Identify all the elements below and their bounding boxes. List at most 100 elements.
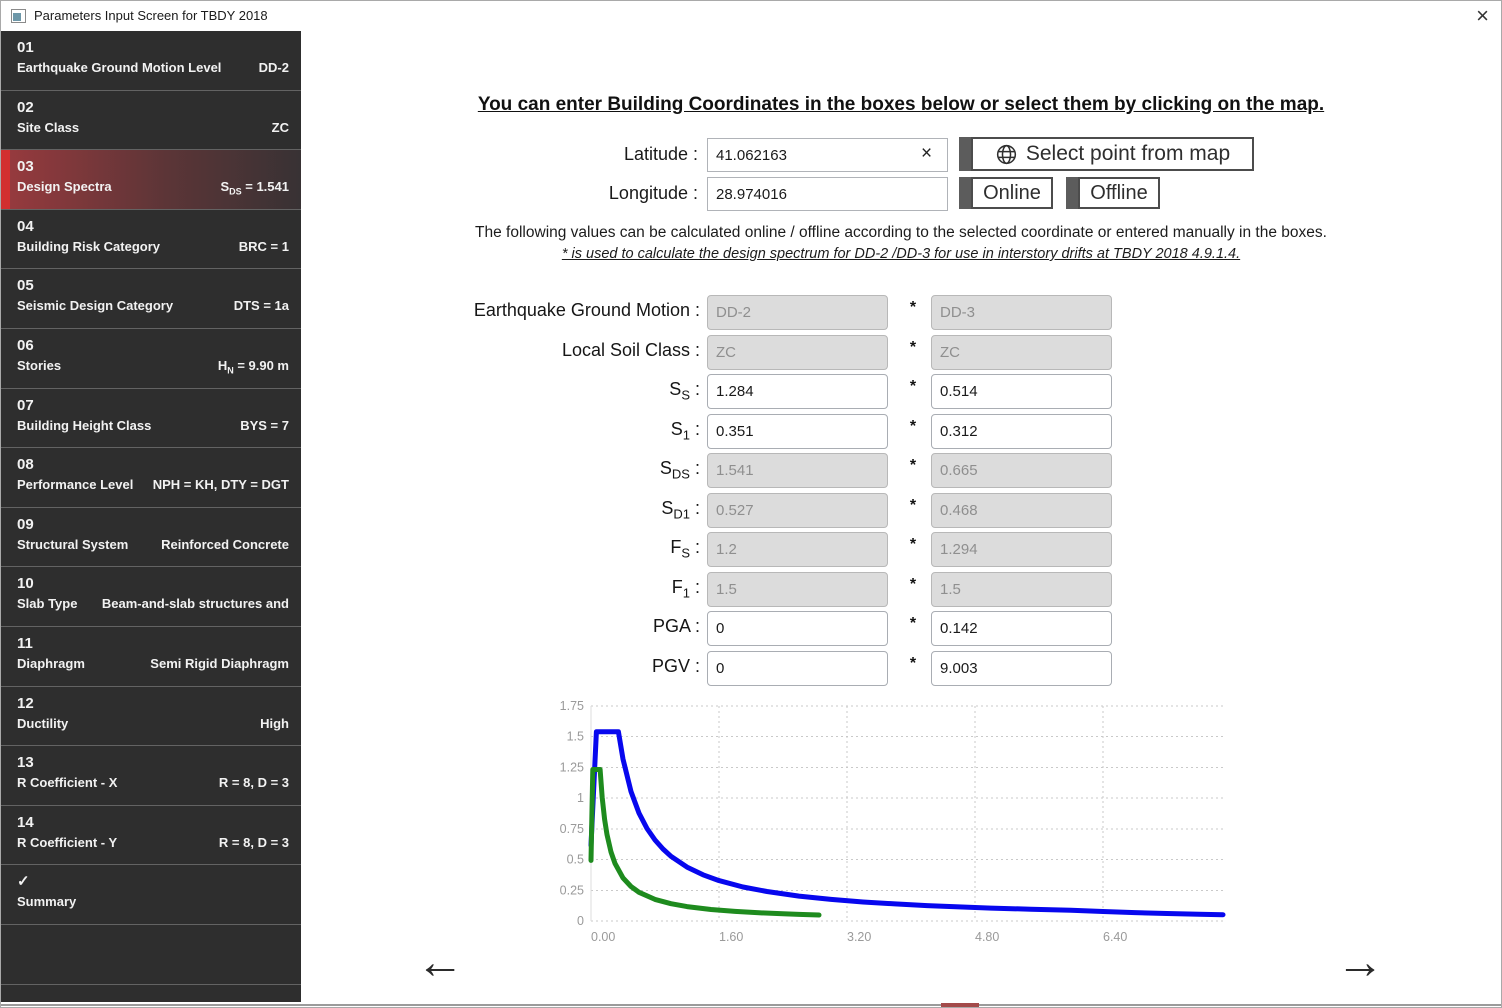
- latitude-input[interactable]: [707, 138, 948, 172]
- sidebar-item-10[interactable]: 10 Slab Type Beam-and-slab structures and: [1, 567, 301, 627]
- parameter-label: PGV :: [651, 655, 700, 676]
- longitude-input[interactable]: [707, 177, 948, 211]
- x-axis-tick-label: 3.20: [847, 930, 871, 944]
- x-axis-tick-label: 0.00: [591, 930, 615, 944]
- sidebar-item-label: Structural System: [17, 536, 129, 552]
- sidebar-item-number: 13: [17, 754, 34, 772]
- next-arrow-button[interactable]: →: [1336, 936, 1384, 989]
- sidebar-item-number: 07: [17, 396, 34, 414]
- previous-arrow-button[interactable]: ←: [416, 936, 464, 989]
- parameter-input-secondary[interactable]: [931, 650, 1112, 686]
- sidebar-item-value: ZC: [271, 119, 289, 135]
- parameter-input-secondary[interactable]: [931, 611, 1112, 646]
- parameter-input-primary: [707, 532, 888, 567]
- sidebar-item-value: R = 8, D = 3: [218, 775, 289, 791]
- sidebar-item-label: Ductility: [17, 715, 69, 731]
- sidebar-item-14[interactable]: 14 R Coefficient - Y R = 8, D = 3: [1, 806, 301, 866]
- latitude-label: Latitude :: [623, 144, 698, 164]
- sidebar-item-summary[interactable]: ✓ Summary: [1, 865, 301, 925]
- window-title: Parameters Input Screen for TBDY 2018: [34, 8, 268, 23]
- y-axis-tick-label: 0.75: [560, 822, 584, 836]
- y-axis-tick-label: 1.25: [560, 760, 584, 774]
- parameter-input-secondary[interactable]: [931, 374, 1112, 409]
- sidebar-item-label: Seismic Design Category: [17, 298, 174, 314]
- select-point-from-map-button[interactable]: Select point from map: [971, 137, 1254, 171]
- parameter-label: SDS :: [659, 458, 700, 482]
- sidebar-item-value: HN = 9.90 m: [217, 357, 289, 376]
- sidebar-item-07[interactable]: 07 Building Height Class BYS = 7: [1, 389, 301, 449]
- clear-latitude-icon[interactable]: ×: [921, 143, 933, 164]
- sidebar-item-number: 09: [17, 515, 34, 533]
- offline-button[interactable]: Offline: [1078, 177, 1160, 209]
- parameter-input-primary: [707, 453, 888, 488]
- close-icon[interactable]: ×: [1476, 3, 1489, 28]
- bottom-edge-strip: [1, 1002, 1501, 1007]
- parameter-input-primary: [707, 295, 888, 330]
- parameter-input-secondary[interactable]: [931, 413, 1112, 449]
- sidebar-item-value: DTS = 1a: [233, 298, 289, 314]
- asterisk-marker: *: [909, 299, 917, 316]
- footnote-text: * is used to calculate the design spectr…: [561, 246, 1241, 262]
- sidebar-item-09[interactable]: 09 Structural System Reinforced Concrete: [1, 508, 301, 568]
- y-axis-tick-label: 0.5: [567, 853, 584, 867]
- parameter-input-primary[interactable]: [707, 650, 888, 686]
- sidebar-item-number: 10: [17, 575, 34, 593]
- sidebar-item-label: Stories: [17, 357, 62, 373]
- asterisk-marker: *: [909, 654, 917, 672]
- parameter-label: Earthquake Ground Motion :: [473, 300, 700, 320]
- sidebar-item-value: BRC = 1: [238, 238, 289, 254]
- x-axis-tick-label: 6.40: [1103, 930, 1127, 944]
- parameter-input-secondary: [931, 492, 1112, 528]
- parameter-label: PGA :: [652, 616, 700, 636]
- sidebar-item-number: 08: [17, 456, 34, 474]
- sidebar-item-13[interactable]: 13 R Coefficient - X R = 8, D = 3: [1, 746, 301, 806]
- globe-icon: [996, 144, 1016, 164]
- asterisk-marker: *: [909, 496, 917, 514]
- main-content: You can enter Building Coordinates in th…: [301, 31, 1501, 1002]
- sidebar-item-number: 11: [17, 634, 33, 652]
- sidebar-item-number: 03: [17, 158, 34, 176]
- sidebar-item-01[interactable]: 01 Earthquake Ground Motion Level DD-2: [1, 31, 301, 91]
- x-axis-tick-label: 1.60: [719, 930, 743, 944]
- asterisk-marker: *: [909, 417, 917, 435]
- sidebar-item-number: 12: [17, 694, 34, 712]
- asterisk-marker: *: [909, 338, 917, 356]
- sidebar-item-03[interactable]: 03 Design Spectra SDS = 1.541: [1, 150, 301, 210]
- parameter-input-secondary: [931, 571, 1112, 607]
- online-accent-bar: [959, 177, 971, 209]
- sidebar-item-04[interactable]: 04 Building Risk Category BRC = 1: [1, 210, 301, 270]
- online-button[interactable]: Online: [971, 177, 1053, 209]
- parameter-input-primary: [707, 571, 888, 607]
- parameter-input-primary: [707, 334, 888, 370]
- asterisk-marker: *: [909, 378, 917, 395]
- online-label: Online: [983, 181, 1041, 204]
- parameter-input-primary[interactable]: [707, 611, 888, 646]
- parameter-input-secondary: [931, 532, 1112, 567]
- parameter-input-primary[interactable]: [707, 374, 888, 409]
- sidebar: 01 Earthquake Ground Motion Level DD-2 02 Si…: [1, 31, 301, 1004]
- sidebar-item-number: 02: [17, 98, 34, 116]
- sidebar-item-06[interactable]: 06 Stories HN = 9.90 m: [1, 329, 301, 389]
- info-text: The following values can be calculated o…: [475, 224, 1327, 241]
- sidebar-item-11[interactable]: 11 Diaphragm Semi Rigid Diaphragm: [1, 627, 301, 687]
- parameter-label: SD1 :: [661, 497, 700, 522]
- sidebar-item-label: Site Class: [17, 119, 80, 135]
- parameter-input-primary[interactable]: [707, 413, 888, 449]
- sidebar-item-12[interactable]: 12 Ductility High: [1, 687, 301, 747]
- sidebar-item-label: R Coefficient - Y: [17, 834, 118, 850]
- y-axis-tick-label: 1.75: [560, 699, 584, 713]
- parameter-label: F1 :: [671, 576, 700, 601]
- asterisk-marker: *: [909, 457, 917, 474]
- sidebar-item-number: ✓: [17, 873, 30, 891]
- sidebar-item-value: BYS = 7: [240, 417, 289, 433]
- parameter-input-primary: [707, 492, 888, 528]
- sidebar-item-05[interactable]: 05 Seismic Design Category DTS = 1a: [1, 269, 301, 329]
- app-icon: [11, 9, 26, 23]
- sidebar-item-label: Diaphragm: [17, 655, 85, 671]
- parameter-label: FS :: [670, 537, 700, 561]
- x-axis-tick-label: 4.80: [975, 930, 999, 944]
- sidebar-item-08[interactable]: 08 Performance Level NPH = KH, DTY = DGT: [1, 448, 301, 508]
- design-spectrum-chart: 0 0.25 0.5 0.75 1 1.25 1.5 1.75 0.00 1.60 3.20 4.80…: [560, 699, 1226, 944]
- sidebar-item-02[interactable]: 02 Site Class ZC: [1, 91, 301, 151]
